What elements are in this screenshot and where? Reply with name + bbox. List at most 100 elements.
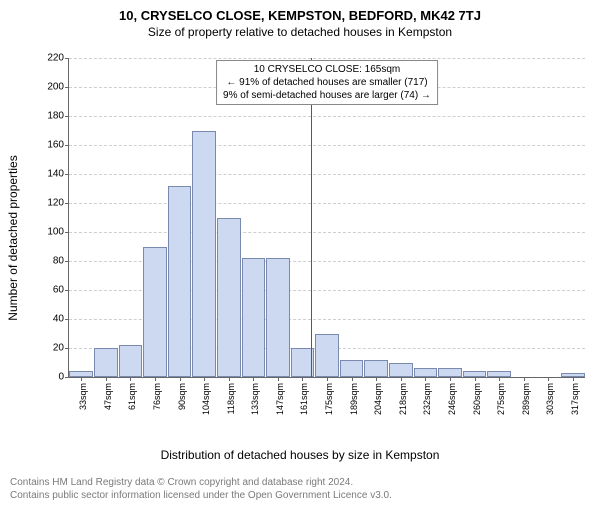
x-tick-label: 161sqm (299, 383, 309, 415)
bar-slot: 275sqm (487, 58, 512, 377)
x-tick-label: 90sqm (177, 383, 187, 410)
x-tick-label: 218sqm (398, 383, 408, 415)
bar (192, 131, 216, 378)
bar-slot: 260sqm (462, 58, 487, 377)
y-tick-label: 20 (36, 343, 64, 354)
x-tick-label: 104sqm (201, 383, 211, 415)
x-tick-label: 133sqm (250, 383, 260, 415)
x-tick-label: 260sqm (472, 383, 482, 415)
x-tick-label: 232sqm (422, 383, 432, 415)
bar (143, 247, 167, 378)
bar-slot: 76sqm (143, 58, 168, 377)
x-tick-label: 47sqm (103, 383, 113, 410)
x-tick-mark (499, 377, 500, 381)
x-axis-label: Distribution of detached houses by size … (0, 448, 600, 462)
y-tick-label: 60 (36, 285, 64, 296)
x-tick-mark (475, 377, 476, 381)
annotation-line: 9% of semi-detached houses are larger (7… (223, 89, 431, 102)
chart-container: Number of detached properties 0204060801… (35, 53, 590, 423)
x-tick-label: 189sqm (349, 383, 359, 415)
bar-slot: 133sqm (241, 58, 266, 377)
y-tick-label: 80 (36, 256, 64, 267)
bar (217, 218, 241, 378)
y-tick-label: 0 (36, 372, 64, 383)
bar (340, 360, 364, 377)
x-tick-mark (573, 377, 574, 381)
y-axis-label: Number of detached properties (6, 155, 20, 320)
bar-slot: 47sqm (94, 58, 119, 377)
x-tick-label: 303sqm (545, 383, 555, 415)
y-tick-label: 100 (36, 227, 64, 238)
bar (389, 363, 413, 378)
x-tick-mark (253, 377, 254, 381)
x-tick-mark (204, 377, 205, 381)
bar-slot: 90sqm (167, 58, 192, 377)
y-tick-label: 40 (36, 314, 64, 325)
bar (414, 368, 438, 377)
x-tick-label: 317sqm (570, 383, 580, 415)
annotation-box: 10 CRYSELCO CLOSE: 165sqm← 91% of detach… (216, 60, 438, 105)
y-tick-label: 120 (36, 198, 64, 209)
y-tick-label: 140 (36, 169, 64, 180)
marker-line (311, 58, 312, 377)
annotation-line: 10 CRYSELCO CLOSE: 165sqm (223, 63, 431, 76)
footnote-line-2: Contains public sector information licen… (10, 489, 590, 502)
x-tick-mark (352, 377, 353, 381)
bar-slot: 147sqm (266, 58, 291, 377)
footnote-line-1: Contains HM Land Registry data © Crown c… (10, 476, 590, 489)
bar-slot: 33sqm (69, 58, 94, 377)
bar (168, 186, 192, 377)
x-tick-label: 118sqm (226, 383, 236, 414)
x-tick-mark (302, 377, 303, 381)
x-tick-label: 289sqm (521, 383, 531, 415)
bar (119, 345, 143, 377)
x-tick-mark (229, 377, 230, 381)
x-tick-mark (106, 377, 107, 381)
bar (315, 334, 339, 378)
annotation-line: ← 91% of detached houses are smaller (71… (223, 76, 431, 89)
bar (94, 348, 118, 377)
title-sub: Size of property relative to detached ho… (0, 25, 600, 39)
x-tick-mark (81, 377, 82, 381)
bar-slot: 104sqm (192, 58, 217, 377)
bar (242, 258, 266, 377)
x-tick-mark (327, 377, 328, 381)
bar-slot: 317sqm (561, 58, 586, 377)
x-tick-mark (450, 377, 451, 381)
bar (364, 360, 388, 377)
x-tick-label: 275sqm (496, 383, 506, 415)
bar (438, 368, 462, 377)
x-tick-mark (524, 377, 525, 381)
bar-slot: 218sqm (389, 58, 414, 377)
bar-slot: 232sqm (413, 58, 438, 377)
x-tick-label: 246sqm (447, 383, 457, 415)
y-tick-label: 160 (36, 140, 64, 151)
x-tick-label: 76sqm (152, 383, 162, 410)
bar-slot: 303sqm (536, 58, 561, 377)
bar-slot: 175sqm (315, 58, 340, 377)
bar-slot: 61sqm (118, 58, 143, 377)
y-tick-mark (65, 377, 69, 378)
bar-slot: 289sqm (511, 58, 536, 377)
bar (266, 258, 290, 377)
x-tick-label: 204sqm (373, 383, 383, 415)
x-tick-mark (130, 377, 131, 381)
bar-slot: 118sqm (216, 58, 241, 377)
x-tick-mark (155, 377, 156, 381)
plot-area: 02040608010012014016018020022033sqm47sqm… (68, 58, 585, 378)
y-tick-label: 180 (36, 111, 64, 122)
bar-slot: 246sqm (438, 58, 463, 377)
bar-slot: 189sqm (339, 58, 364, 377)
y-tick-label: 200 (36, 82, 64, 93)
x-tick-label: 147sqm (275, 383, 285, 415)
x-tick-label: 175sqm (324, 383, 334, 415)
x-tick-mark (376, 377, 377, 381)
x-tick-label: 61sqm (127, 383, 137, 410)
x-tick-label: 33sqm (78, 383, 88, 410)
footnote: Contains HM Land Registry data © Crown c… (10, 476, 590, 502)
y-tick-label: 220 (36, 53, 64, 64)
x-tick-mark (401, 377, 402, 381)
x-tick-mark (548, 377, 549, 381)
title-main: 10, CRYSELCO CLOSE, KEMPSTON, BEDFORD, M… (0, 8, 600, 23)
bars-container: 33sqm47sqm61sqm76sqm90sqm104sqm118sqm133… (69, 58, 585, 377)
